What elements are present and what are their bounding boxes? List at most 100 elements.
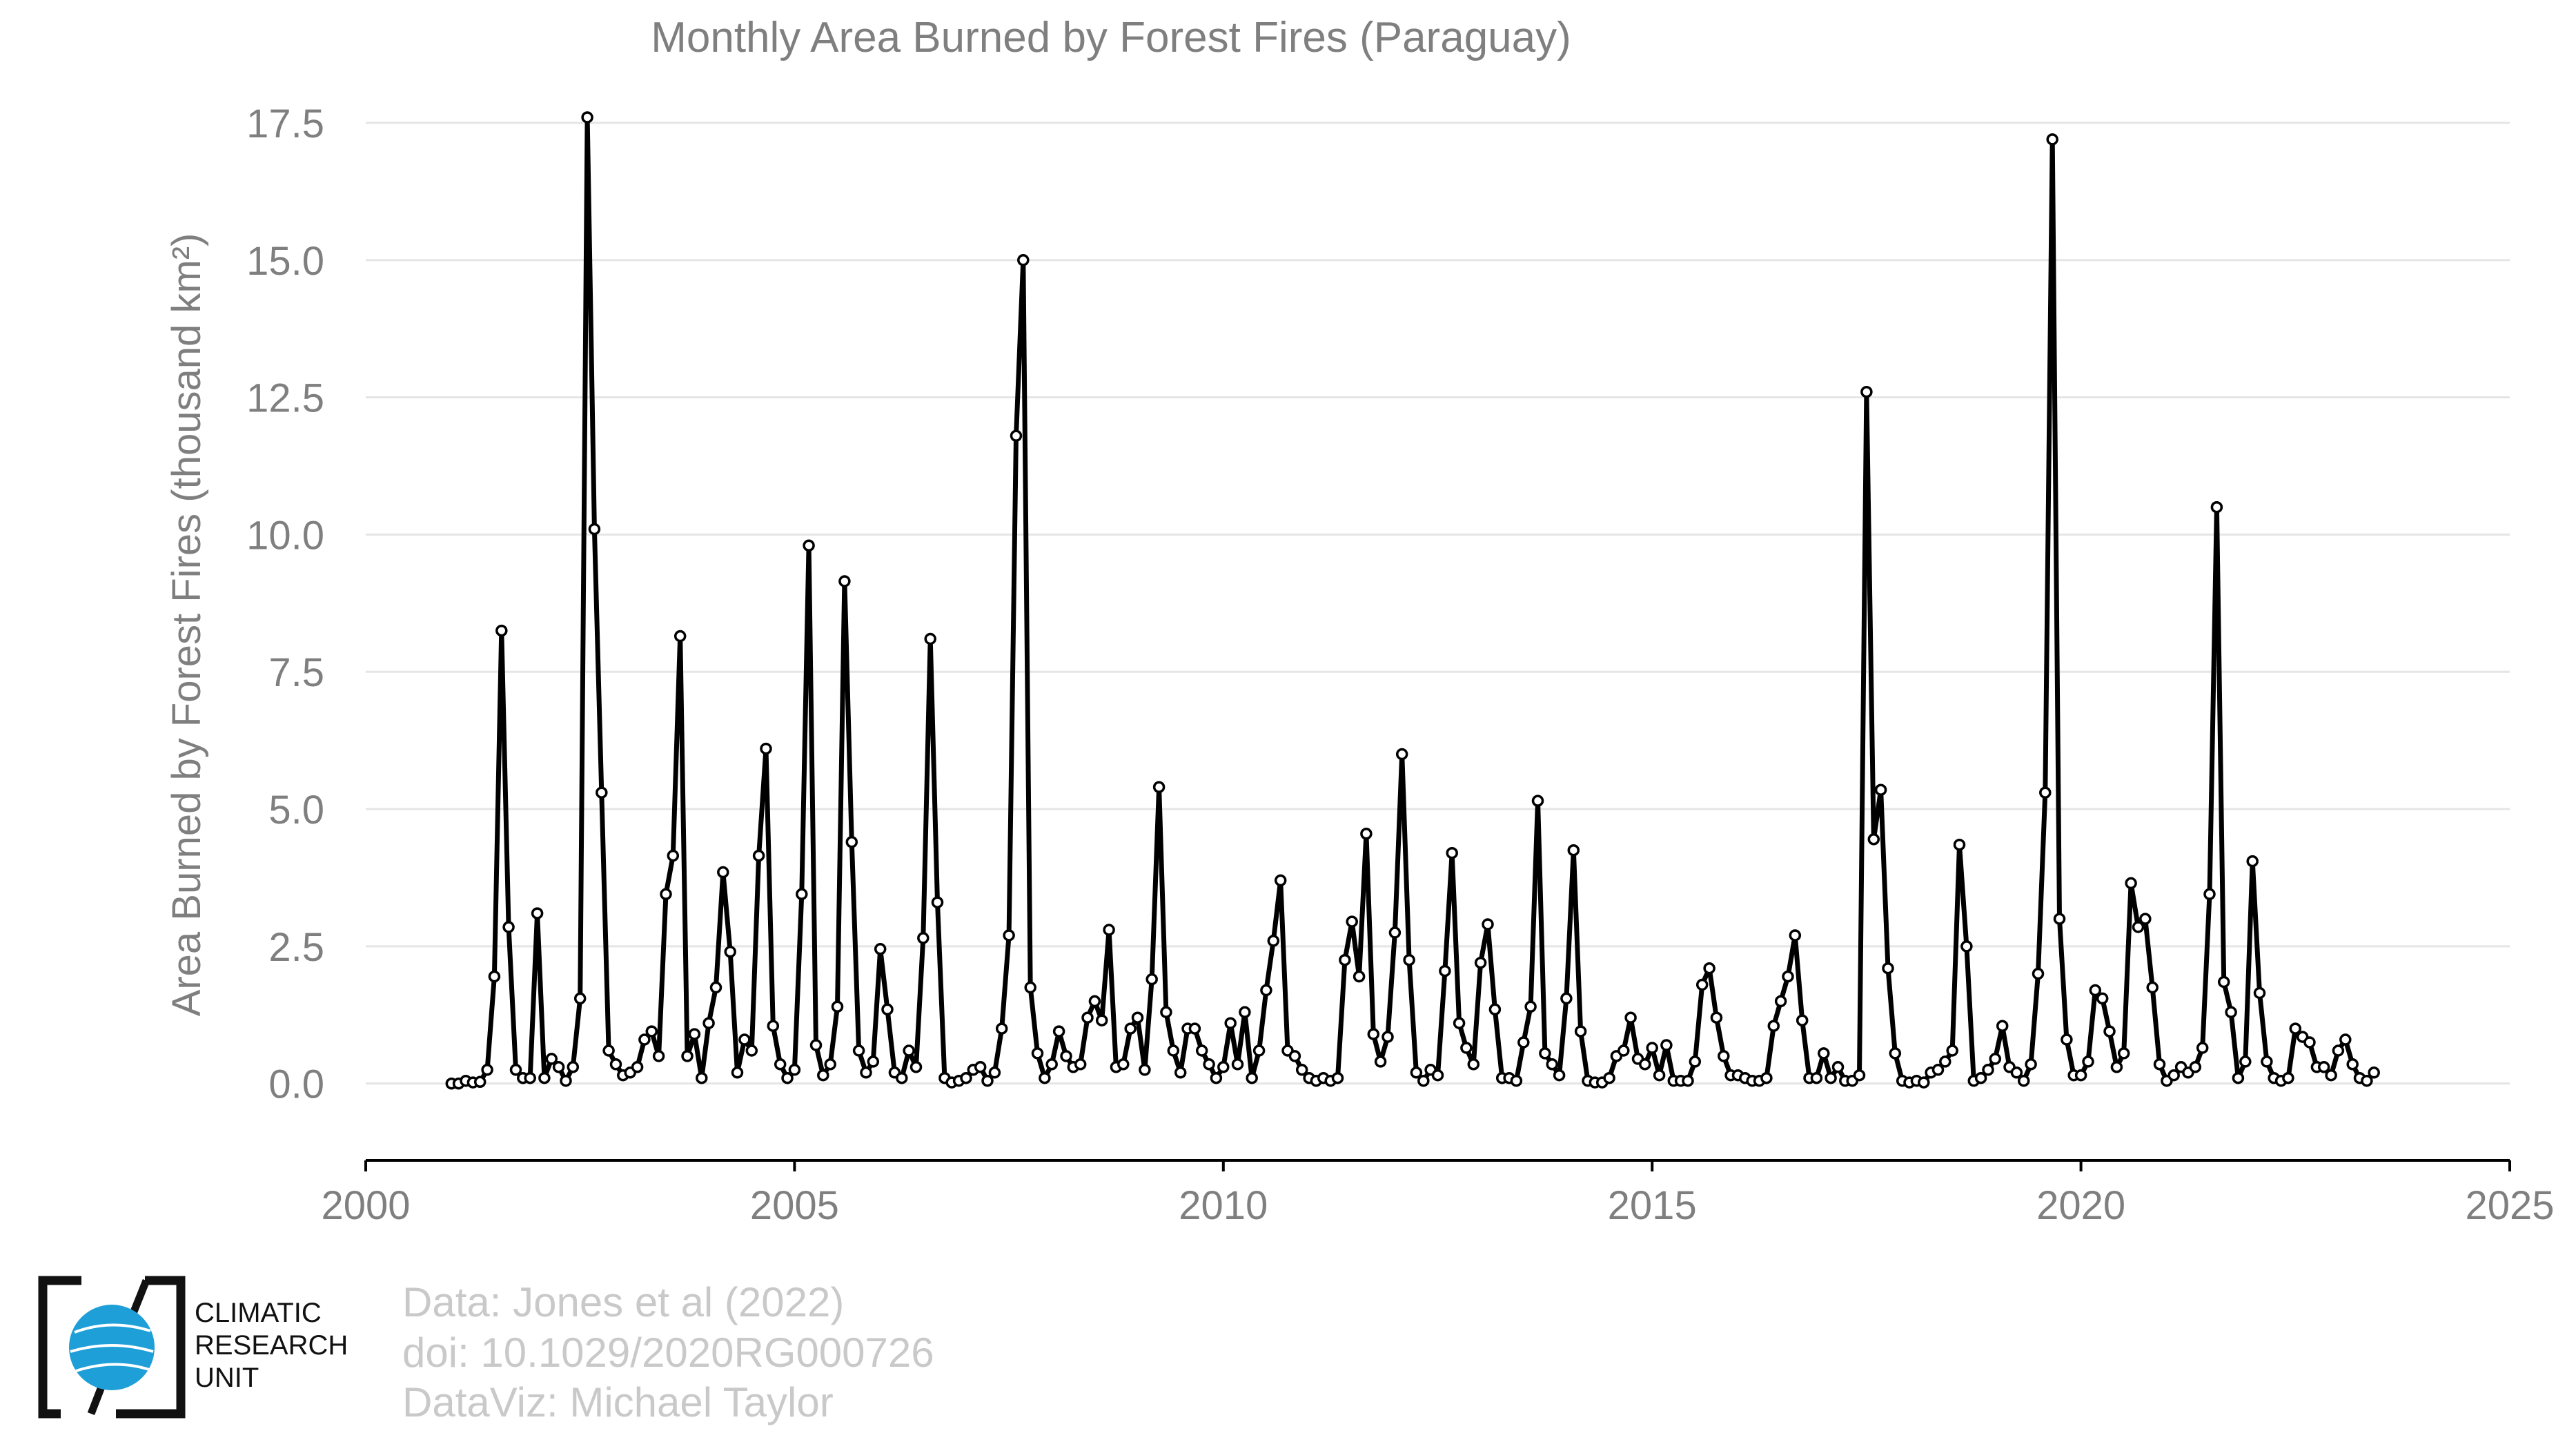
data-point bbox=[1231, 1058, 1244, 1071]
data-point bbox=[2261, 1055, 2273, 1068]
data-point bbox=[1088, 995, 1101, 1008]
data-point bbox=[488, 970, 501, 983]
data-point bbox=[2089, 984, 2102, 997]
x-tick-label: 2010 bbox=[1179, 1183, 1268, 1228]
data-point bbox=[1560, 992, 1573, 1005]
data-point bbox=[1446, 846, 1458, 859]
data-point bbox=[924, 632, 936, 645]
data-point bbox=[1882, 962, 1894, 975]
data-point bbox=[1760, 1071, 1773, 1084]
data-point bbox=[1853, 1069, 1866, 1082]
data-point bbox=[1174, 1067, 1187, 1079]
data-point bbox=[1524, 1000, 1537, 1013]
data-point bbox=[1653, 1069, 1666, 1082]
data-point bbox=[1546, 1058, 1558, 1071]
data-point bbox=[1052, 1025, 1065, 1038]
x-tick-label: 2025 bbox=[2465, 1183, 2554, 1228]
data-point bbox=[1260, 984, 1272, 997]
data-point bbox=[796, 888, 808, 901]
data-point bbox=[1081, 1011, 1094, 1024]
data-point bbox=[1460, 1042, 1473, 1054]
data-point bbox=[788, 1064, 801, 1076]
data-point bbox=[2061, 1033, 2073, 1046]
data-point bbox=[2189, 1061, 2202, 1073]
data-point bbox=[988, 1067, 1001, 1079]
data-point bbox=[1710, 1011, 1723, 1024]
data-point bbox=[803, 539, 815, 552]
data-point bbox=[931, 896, 944, 908]
data-point bbox=[2232, 1071, 2245, 1084]
data-point bbox=[1603, 1071, 1615, 1084]
data-point bbox=[995, 1022, 1008, 1035]
data-point bbox=[1039, 1071, 1051, 1084]
data-point bbox=[1167, 1044, 1180, 1057]
data-point bbox=[2132, 921, 2145, 933]
data-point bbox=[1703, 962, 1715, 975]
data-point bbox=[1982, 1064, 1994, 1076]
data-point bbox=[581, 111, 593, 124]
data-point bbox=[874, 943, 887, 955]
data-point bbox=[745, 1044, 758, 1057]
cru-logo: CLIMATIC RESEARCH UNIT bbox=[38, 1276, 348, 1419]
credit-doi: doi: 10.1029/2020RG000726 bbox=[402, 1330, 934, 1376]
data-point bbox=[2096, 992, 2109, 1005]
data-point bbox=[1482, 918, 1494, 931]
data-point bbox=[1274, 874, 1287, 887]
series-line bbox=[451, 115, 2376, 1087]
data-point bbox=[1439, 964, 1451, 977]
data-point bbox=[2203, 888, 2216, 901]
data-point bbox=[1517, 1036, 1530, 1049]
data-point bbox=[1553, 1069, 1566, 1082]
data-point bbox=[831, 1000, 844, 1013]
data-point bbox=[896, 1071, 908, 1084]
data-point bbox=[1074, 1058, 1087, 1071]
data-point bbox=[2210, 500, 2223, 514]
data-point bbox=[974, 1061, 987, 1073]
data-point bbox=[1831, 1061, 1845, 1073]
data-point bbox=[1139, 1064, 1151, 1076]
data-point bbox=[845, 836, 858, 848]
data-point bbox=[1782, 970, 1794, 983]
data-point bbox=[1288, 1050, 1301, 1062]
data-point bbox=[1689, 1055, 1702, 1068]
data-point bbox=[1003, 929, 1015, 942]
data-point bbox=[524, 1071, 536, 1084]
data-point bbox=[2074, 1069, 2087, 1082]
data-point bbox=[1818, 1047, 1830, 1060]
data-point bbox=[1539, 1047, 1551, 1060]
data-point bbox=[1467, 1058, 1480, 1071]
credit-dataviz: DataViz: Michael Taylor bbox=[402, 1379, 834, 1425]
data-point bbox=[717, 866, 729, 879]
data-point bbox=[2303, 1036, 2316, 1049]
data-point bbox=[2317, 1061, 2330, 1073]
data-point bbox=[1431, 1069, 1444, 1082]
data-point bbox=[2196, 1042, 2209, 1054]
logo-text-climatic: CLIMATIC bbox=[195, 1298, 322, 1328]
data-point bbox=[1410, 1067, 1423, 1079]
data-point bbox=[881, 1003, 894, 1016]
data-point bbox=[1918, 1076, 1930, 1089]
y-tick-label: 5.0 bbox=[268, 788, 324, 832]
data-point bbox=[652, 1050, 665, 1062]
data-point bbox=[2368, 1067, 2380, 1079]
logo-bracket-left bbox=[38, 1276, 81, 1419]
x-tick-labels: 2000 2005 2010 2015 2020 2025 bbox=[321, 1160, 2555, 1228]
data-point bbox=[2325, 1069, 2337, 1082]
data-point bbox=[588, 523, 601, 536]
data-point bbox=[2053, 913, 2066, 925]
data-point bbox=[1382, 1031, 1394, 1043]
data-point bbox=[2110, 1061, 2123, 1073]
data-point bbox=[2167, 1069, 2180, 1082]
data-point bbox=[1195, 1044, 1208, 1057]
data-point bbox=[838, 575, 851, 587]
data-point bbox=[1774, 995, 1787, 1008]
data-point bbox=[538, 1071, 551, 1084]
data-point bbox=[1796, 1014, 1809, 1026]
data-point bbox=[1203, 1058, 1215, 1071]
data-point bbox=[1331, 1071, 1344, 1084]
data-point bbox=[1682, 1074, 1694, 1087]
data-point bbox=[867, 1055, 880, 1068]
data-point bbox=[1953, 838, 1966, 851]
data-point bbox=[688, 1028, 701, 1040]
